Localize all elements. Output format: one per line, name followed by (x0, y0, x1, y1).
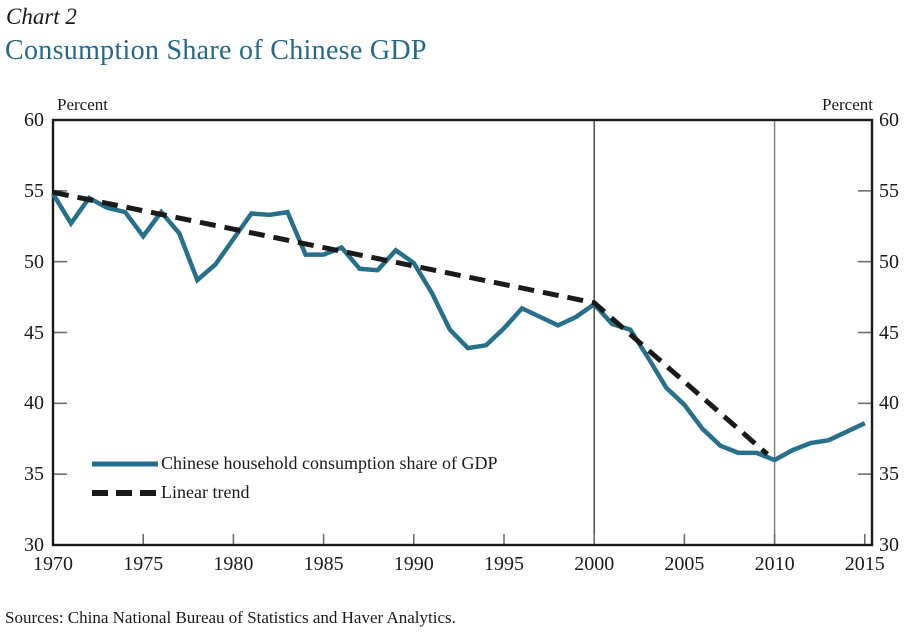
y-axis-label-right-40: 40 (879, 392, 899, 415)
reference-lines (593, 120, 776, 545)
legend-row-series: Chinese household consumption share of G… (92, 449, 497, 478)
plot-frame (51, 118, 874, 547)
y-axis-label-right-45: 45 (879, 321, 899, 344)
trend-legend-label: Linear trend (161, 482, 250, 502)
y-axis-label-left-60: 60 (24, 109, 44, 131)
series-line-swatch (92, 461, 158, 466)
x-axis-label-1980: 1980 (213, 553, 254, 575)
x-axis-label-1995: 1995 (483, 553, 524, 575)
trend-line (52, 189, 770, 457)
y-axis-label-left-35: 35 (24, 463, 44, 486)
y-axis-unit-label-left: Percent (57, 95, 108, 114)
x-axis-label-2005: 2005 (664, 553, 705, 575)
x-axis-label-1990: 1990 (393, 553, 434, 575)
y-axis-label-left-55: 55 (24, 179, 44, 202)
legend-row-trend: Linear trend (92, 478, 497, 507)
y-axis-label-right-50: 50 (879, 250, 899, 273)
chart-number: Chart 2 (6, 4, 77, 29)
x-axis-label-1985: 1985 (303, 553, 344, 575)
x-axis-label-1975: 1975 (123, 553, 164, 575)
y-axis-label-right-55: 55 (879, 179, 899, 202)
y-axis-label-left-40: 40 (24, 392, 44, 415)
y-axis-unit-label-right: Percent (822, 95, 873, 114)
series-legend-label: Chinese household consumption share of G… (161, 453, 498, 473)
trend-line-swatch (92, 489, 158, 496)
x-axis-label-2015: 2015 (844, 553, 885, 575)
x-axis-label-1970: 1970 (33, 553, 73, 575)
y-axis-label-right-30: 30 (879, 534, 899, 556)
series-line (51, 192, 866, 463)
y-axis-label-left-45: 45 (24, 321, 44, 344)
y-axis-label-left-30: 30 (24, 534, 44, 556)
y-axis-label-right-60: 60 (879, 109, 899, 131)
source-note: Sources: China National Bureau of Statis… (5, 608, 456, 627)
y-axis-label-left-50: 50 (24, 250, 44, 273)
chart-title: Consumption Share of Chinese GDP (5, 35, 427, 66)
x-axis-label-2010: 2010 (754, 553, 795, 575)
axis-ticks (53, 190, 872, 545)
y-axis-label-right-35: 35 (879, 463, 899, 486)
x-axis-label-2000: 2000 (574, 553, 615, 575)
legend: Chinese household consumption share of G… (92, 449, 497, 507)
